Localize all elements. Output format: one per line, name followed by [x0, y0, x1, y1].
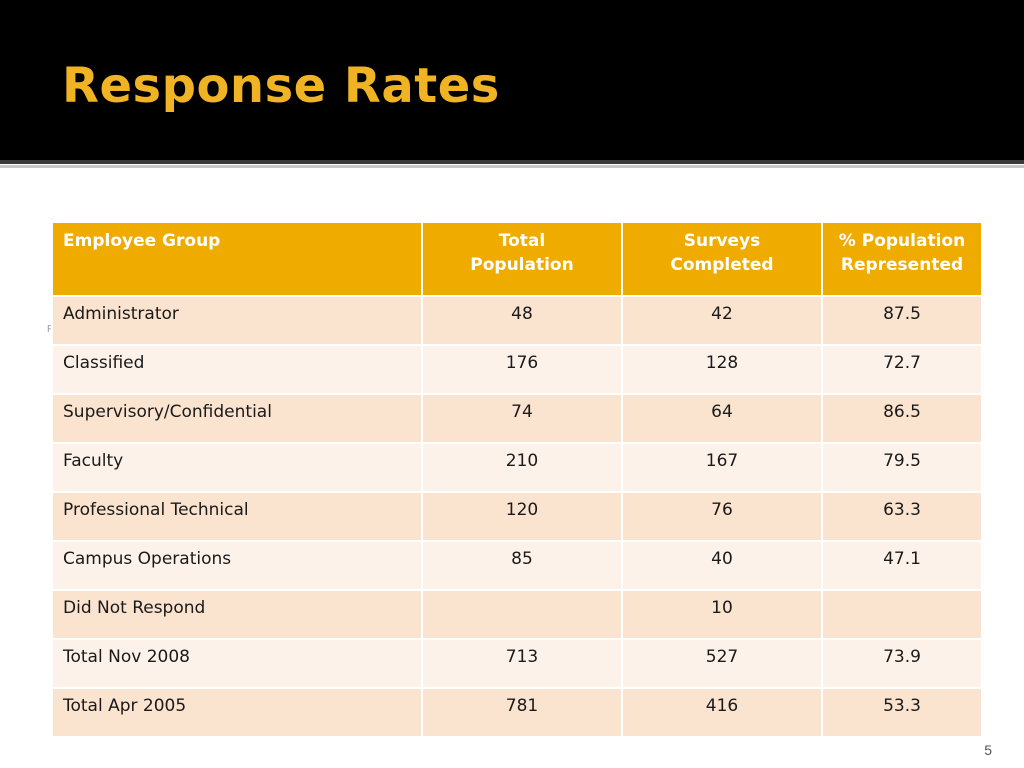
table-row: Classified 176 128 72.7	[51, 344, 983, 395]
cell-percent-represented: 86.5	[821, 393, 983, 444]
cell-total-population: 74	[421, 393, 623, 444]
cell-group: Administrator	[51, 295, 423, 346]
cell-surveys-completed: 128	[621, 344, 823, 395]
cell-total-population	[421, 589, 623, 640]
stray-mark: F	[47, 324, 54, 335]
title-divider-dark	[0, 160, 1024, 164]
slide-title: Response Rates	[62, 58, 500, 114]
cell-percent-represented: 63.3	[821, 491, 983, 542]
cell-surveys-completed: 42	[621, 295, 823, 346]
cell-total-population: 85	[421, 540, 623, 591]
cell-surveys-completed: 416	[621, 687, 823, 738]
table-row: Supervisory/Confidential 74 64 86.5	[51, 393, 983, 444]
cell-group: Campus Operations	[51, 540, 423, 591]
cell-group: Faculty	[51, 442, 423, 493]
cell-percent-represented: 73.9	[821, 638, 983, 689]
title-divider-light	[0, 165, 1024, 168]
cell-group: Did Not Respond	[51, 589, 423, 640]
cell-surveys-completed: 10	[621, 589, 823, 640]
table-row: Faculty 210 167 79.5	[51, 442, 983, 493]
page-number: 5	[984, 742, 992, 758]
table-row: Professional Technical 120 76 63.3	[51, 491, 983, 542]
cell-percent-represented: 53.3	[821, 687, 983, 738]
cell-percent-represented: 79.5	[821, 442, 983, 493]
table-row: Total Apr 2005 781 416 53.3	[51, 687, 983, 738]
cell-group: Professional Technical	[51, 491, 423, 542]
cell-surveys-completed: 40	[621, 540, 823, 591]
cell-total-population: 120	[421, 491, 623, 542]
cell-group: Supervisory/Confidential	[51, 393, 423, 444]
cell-group: Total Apr 2005	[51, 687, 423, 738]
cell-surveys-completed: 167	[621, 442, 823, 493]
cell-group: Total Nov 2008	[51, 638, 423, 689]
response-rates-table: Employee Group Total Population Surveys C…	[51, 221, 983, 738]
header-surveys-completed: Surveys Completed	[621, 221, 823, 297]
cell-total-population: 176	[421, 344, 623, 395]
header-total-population: Total Population	[421, 221, 623, 297]
cell-total-population: 713	[421, 638, 623, 689]
cell-total-population: 210	[421, 442, 623, 493]
cell-percent-represented	[821, 589, 983, 640]
cell-percent-represented: 87.5	[821, 295, 983, 346]
cell-percent-represented: 47.1	[821, 540, 983, 591]
table-header-row: Employee Group Total Population Surveys C…	[51, 221, 983, 297]
cell-total-population: 48	[421, 295, 623, 346]
header-percent-represented: % Population Represented	[821, 221, 983, 297]
table-row: Total Nov 2008 713 527 73.9	[51, 638, 983, 689]
cell-surveys-completed: 76	[621, 491, 823, 542]
cell-percent-represented: 72.7	[821, 344, 983, 395]
cell-group: Classified	[51, 344, 423, 395]
header-employee-group: Employee Group	[51, 221, 423, 297]
cell-surveys-completed: 64	[621, 393, 823, 444]
cell-surveys-completed: 527	[621, 638, 823, 689]
cell-total-population: 781	[421, 687, 623, 738]
table-row: Campus Operations 85 40 47.1	[51, 540, 983, 591]
table-row: Administrator 48 42 87.5	[51, 295, 983, 346]
title-bar: Response Rates	[0, 0, 1024, 160]
table-row: Did Not Respond 10	[51, 589, 983, 640]
